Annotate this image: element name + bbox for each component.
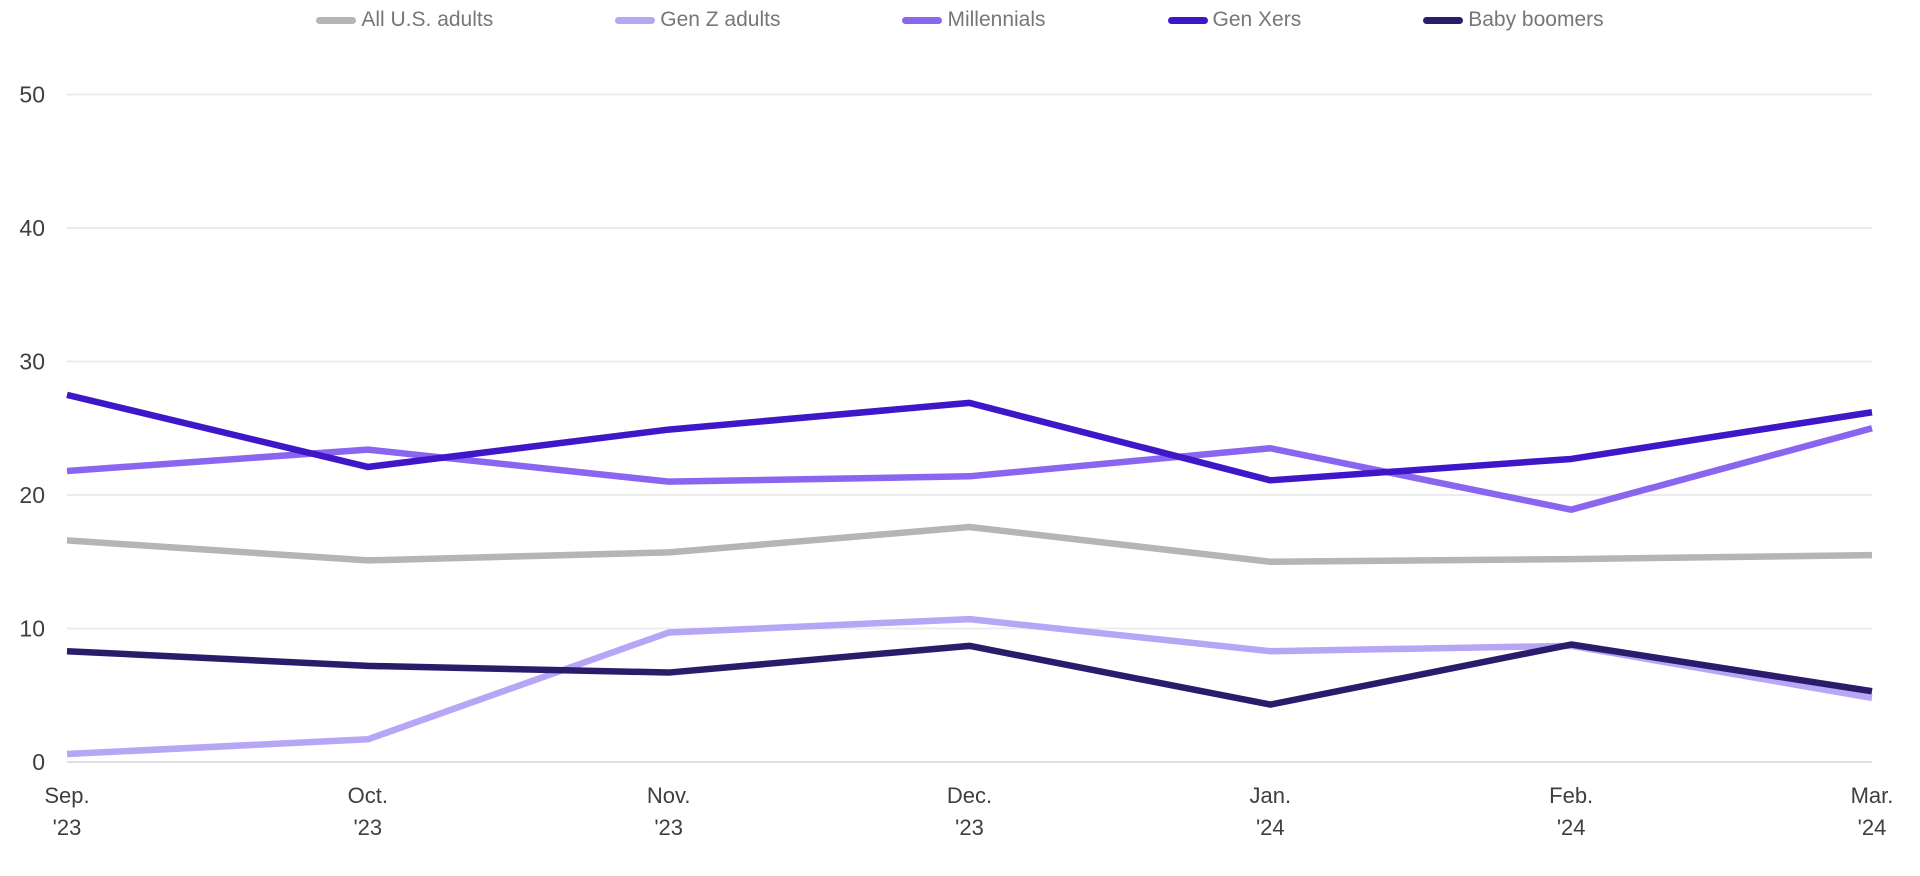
y-axis-tick-label: 20 (19, 482, 45, 508)
x-axis-label-feb: Feb. '24 (1549, 783, 1593, 840)
legend-swatch-icon (316, 16, 357, 24)
x-axis-label-sep: Sep. '23 (44, 783, 89, 840)
series-line-gen-z-adults (66, 615, 1873, 758)
legend-label: All U.S. adults (361, 8, 494, 31)
legend-label: Millennials (947, 8, 1046, 31)
legend-item-millennials: Millennials (902, 8, 1046, 32)
x-axis-label-nov: Nov. '23 (647, 783, 691, 840)
legend-item-gen-z-adults: Gen Z adults (615, 8, 780, 32)
series-line-gen-xers (66, 391, 1873, 484)
chart-legend: All U.S. adults Gen Z adults Millennials Ge… (0, 8, 1920, 32)
legend-item-baby-boomers: Baby boomers (1423, 8, 1604, 32)
x-axis-label-jan: Jan. '24 (1250, 783, 1292, 840)
legend-item-all-u-s-adults: All U.S. adults (316, 8, 493, 32)
legend-label: Gen Xers (1212, 8, 1302, 31)
y-axis-tick-label: 50 (19, 82, 45, 108)
legend-swatch-icon (1167, 16, 1208, 24)
y-axis-tick-label: 40 (19, 215, 45, 241)
legend-swatch-icon (615, 16, 656, 24)
y-axis-tick-label: 10 (19, 616, 45, 642)
x-axis-label-oct: Oct. '23 (348, 783, 388, 840)
legend-swatch-icon (902, 16, 943, 24)
y-axis-tick-label: 30 (19, 349, 45, 375)
series-line-millennials (66, 425, 1873, 513)
y-axis-tick-label: 0 (32, 749, 45, 775)
legend-item-gen-xers: Gen Xers (1167, 8, 1302, 32)
series-line-all-u-s-adults (66, 523, 1873, 565)
x-axis-label-dec: Dec. '23 (947, 783, 992, 840)
legend-swatch-icon (1423, 16, 1464, 24)
series-line-baby-boomers (66, 641, 1873, 708)
legend-label: Baby boomers (1468, 8, 1604, 31)
x-axis-label-mar: Mar. '24 (1851, 783, 1894, 840)
legend-label: Gen Z adults (660, 8, 781, 31)
